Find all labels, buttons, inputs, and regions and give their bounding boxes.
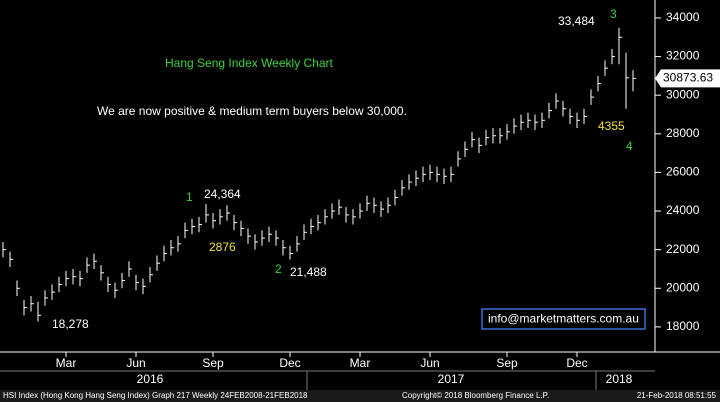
annotation: We are now positive & medium term buyers… (97, 104, 407, 118)
annotation: 3 (610, 7, 617, 21)
annotation: 4355 (598, 119, 625, 133)
contact: info@marketmatters.com.au (488, 312, 639, 326)
y-tick-label: 18000 (666, 319, 700, 333)
y-tick-label: 20000 (666, 280, 700, 294)
y-tick-label: 24000 (666, 203, 700, 217)
y-tick-label: 22000 (666, 242, 700, 256)
annotation: 18,278 (52, 317, 89, 331)
x-tick-label: Dec (566, 356, 587, 370)
x-tick-label: Sep (202, 356, 224, 370)
year-label: 2018 (606, 372, 633, 386)
footer-right: 21-Feb-2018 08:51:55 (637, 391, 717, 400)
footer-band (0, 390, 720, 402)
y-tick-label: 28000 (666, 126, 700, 140)
annotation: 21,488 (290, 265, 327, 279)
x-tick-label: Jun (126, 356, 145, 370)
x-tick-label: Mar (56, 356, 77, 370)
footer-center: Copyright© 2018 Bloomberg Finance L.P. (402, 391, 549, 400)
footer-left: HSI Index (Hong Kong Hang Seng Index) Gr… (3, 391, 308, 400)
year-label: 2016 (137, 372, 164, 386)
contact-box (481, 308, 646, 330)
x-tick-label: Mar (350, 356, 371, 370)
last-price-label: 30873.63 (663, 70, 713, 84)
annotation: 1 (186, 190, 193, 204)
annotation: 4 (626, 139, 633, 153)
annotation: 24,364 (204, 187, 241, 201)
annotation: 2 (275, 262, 282, 276)
year-label: 2017 (438, 372, 465, 386)
x-tick-label: Sep (496, 356, 518, 370)
x-tick-label: Dec (279, 356, 300, 370)
x-tick-label: Jun (420, 356, 439, 370)
y-tick-label: 26000 (666, 165, 700, 179)
y-tick-label: 32000 (666, 49, 700, 63)
annotation: Hang Seng Index Weekly Chart (165, 56, 334, 70)
last-price-flag (655, 69, 720, 88)
y-tick-label: 34000 (666, 10, 700, 24)
y-tick-label: 30000 (666, 87, 700, 101)
annotation: 2876 (209, 240, 236, 254)
annotation: 33,484 (558, 14, 595, 28)
